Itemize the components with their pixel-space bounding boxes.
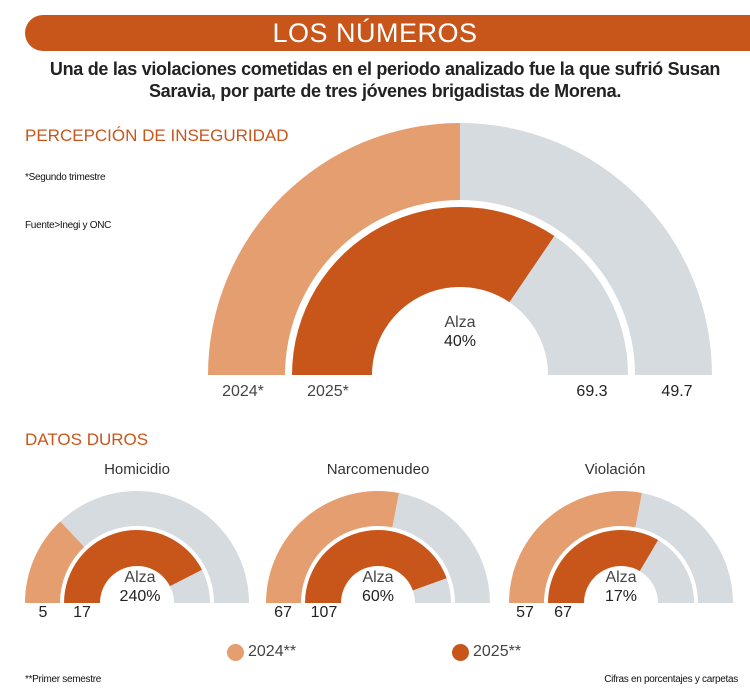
change-label: Alza: [124, 569, 156, 586]
change-value: 60%: [361, 588, 395, 605]
value-2025: 69.3: [576, 383, 608, 400]
arc-2025-track: [639, 540, 694, 603]
arc-2024: [509, 490, 642, 603]
narcomenudeo-change: Alza 60%: [362, 568, 394, 606]
units-note: Cifras en porcentajes y carpetas: [604, 674, 738, 685]
source-note: Fuente>Inegi y ONC: [25, 220, 112, 231]
legend-label: 2024**: [248, 643, 297, 660]
legend-swatch-2025: [452, 643, 469, 661]
narcomenudeo-2024-value: 67: [274, 604, 292, 621]
change-value: 240%: [119, 588, 161, 605]
homicidio-2024-value: 5: [38, 604, 48, 621]
subtitle: Una de las violaciones cometidas en el p…: [49, 59, 721, 101]
section-title-hard-data: DATOS DUROS: [25, 430, 149, 449]
legend-label: 2025**: [473, 643, 522, 660]
narcomenudeo-2025-value: 107: [310, 604, 338, 621]
change-label: Alza: [444, 314, 476, 331]
violacion-change: Alza 17%: [605, 568, 637, 606]
section-title-perception: PERCEPCIÓN DE INSEGURIDAD: [25, 126, 289, 145]
arc-2025: [305, 530, 447, 603]
arc-2024: [266, 490, 399, 603]
arc-2024-track: [460, 123, 712, 375]
main-change: Alza 40%: [444, 313, 476, 351]
change-value: 40%: [443, 333, 477, 350]
legend-swatch-2024: [227, 643, 244, 661]
violacion-2025-value: 67: [554, 604, 572, 621]
legend-item-2024: 2024**: [227, 643, 296, 661]
arc-2024-track: [635, 492, 733, 603]
arc-2025-track: [169, 569, 210, 603]
change-label: Alza: [605, 569, 637, 586]
footer-note: **Primer semestre: [25, 674, 102, 685]
arc-2025: [292, 207, 555, 375]
quarter-note: *Segundo trimestre: [25, 172, 106, 183]
arc-2025-track: [412, 578, 451, 603]
arc-2025: [64, 530, 203, 603]
gauge-title-homicidio: Homicidio: [104, 461, 170, 478]
value-2024: 49.7: [661, 383, 693, 400]
arc-2025: [548, 529, 659, 603]
arc-2024-track: [60, 491, 250, 603]
series-label-2024: 2024*: [222, 383, 264, 400]
homicidio-change: Alza 240%: [120, 568, 161, 606]
banner: LOS NÚMEROS: [25, 15, 750, 51]
change-value: 17%: [604, 588, 638, 605]
series-label-2025: 2025*: [307, 383, 349, 400]
homicidio-2025-value: 17: [73, 604, 91, 621]
arc-2025-track: [509, 236, 628, 375]
gauge-title-violacion: Violación: [584, 461, 646, 478]
gauge-title-narcomenudeo: Narcomenudeo: [326, 461, 430, 478]
arc-2024: [25, 521, 85, 603]
banner-title: LOS NÚMEROS: [272, 18, 478, 48]
change-label: Alza: [362, 569, 394, 586]
violacion-2024-value: 57: [516, 604, 534, 621]
arc-2024: [208, 123, 460, 375]
legend-item-2025: 2025**: [452, 643, 521, 661]
arc-2024-track: [392, 492, 490, 603]
